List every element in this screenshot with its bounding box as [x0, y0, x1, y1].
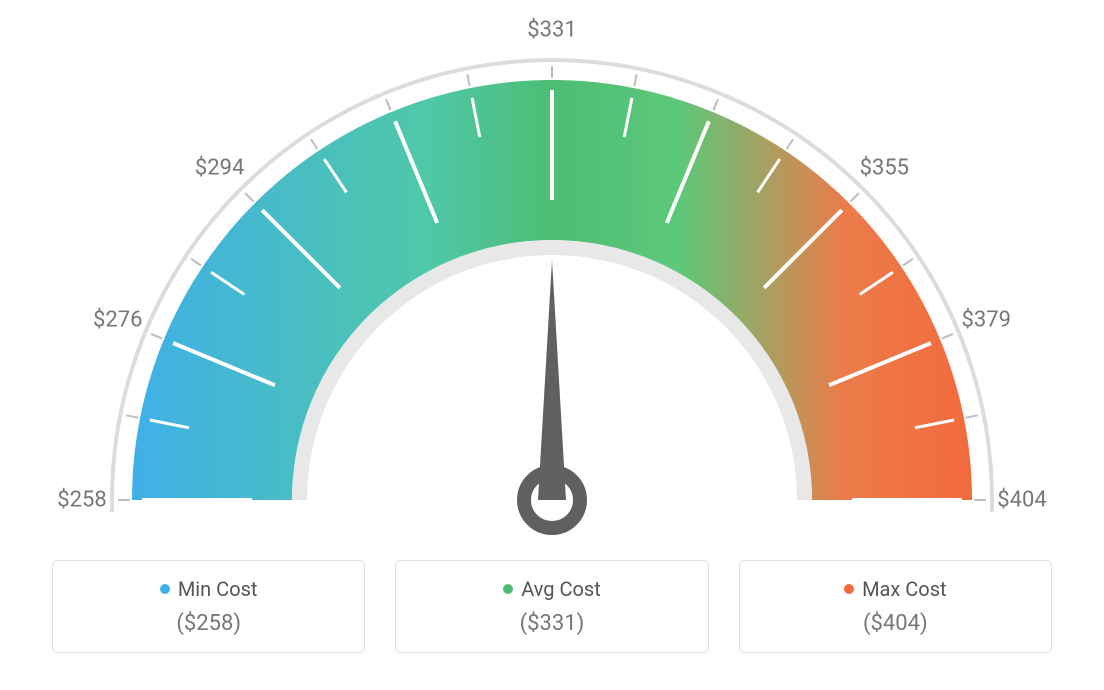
gauge-scale-label: $379 — [961, 308, 1010, 333]
gauge-scale-label: $276 — [93, 308, 142, 333]
legend-avg-label: Avg Cost — [521, 577, 601, 601]
gauge-scale-label: $355 — [860, 155, 909, 180]
legend-avg-value: ($331) — [408, 611, 695, 636]
legend-max-value: ($404) — [752, 611, 1039, 636]
gauge-scale-label: $331 — [527, 18, 576, 43]
legend-row: Min Cost ($258) Avg Cost ($331) Max Cost… — [52, 560, 1052, 653]
legend-max-label: Max Cost — [862, 577, 947, 601]
gauge-scale-label: $294 — [195, 155, 244, 180]
legend-min-value: ($258) — [65, 611, 352, 636]
gauge-scale-label: $404 — [997, 488, 1046, 513]
max-dot-icon — [844, 584, 854, 594]
gauge-chart: $258 $276 $294 $331 $355 $379 $404 — [52, 20, 1052, 540]
min-dot-icon — [160, 584, 170, 594]
chart-container: $258 $276 $294 $331 $355 $379 $404 Min Cost ($… — [0, 0, 1104, 690]
legend-min-card: Min Cost ($258) — [52, 560, 365, 653]
legend-min-label: Min Cost — [178, 577, 258, 601]
avg-dot-icon — [503, 584, 513, 594]
gauge-scale-label: $258 — [57, 488, 106, 513]
legend-max-card: Max Cost ($404) — [739, 560, 1052, 653]
legend-avg-card: Avg Cost ($331) — [395, 560, 708, 653]
